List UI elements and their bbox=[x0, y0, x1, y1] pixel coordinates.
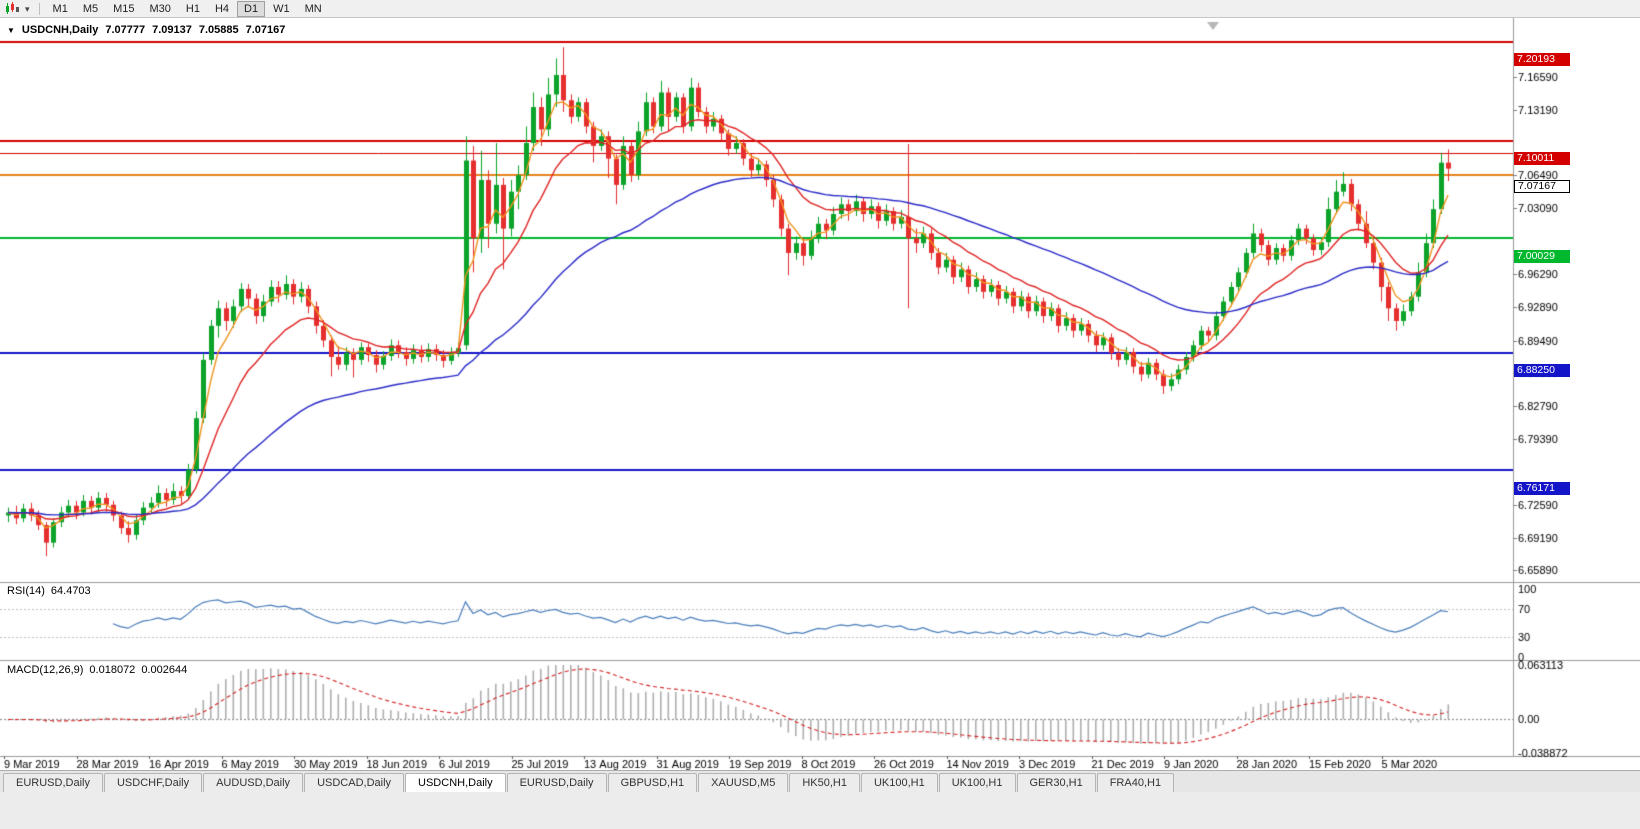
price-tag[interactable]: 6.76171 bbox=[1514, 481, 1570, 495]
high-value: 7.09137 bbox=[152, 24, 192, 36]
timeframe-button[interactable]: H4 bbox=[208, 1, 236, 17]
chart-tab[interactable]: USDCNH,Daily bbox=[405, 773, 506, 792]
price-chart-canvas[interactable] bbox=[0, 18, 1640, 770]
chart-tab[interactable]: UK100,H1 bbox=[860, 773, 938, 792]
timeframe-button[interactable]: M15 bbox=[106, 1, 141, 17]
ohlc-marker-icon: ▼ bbox=[7, 25, 15, 35]
chart-tab[interactable]: AUDUSD,Daily bbox=[203, 773, 304, 792]
macd-label: MACD(12,26,9) bbox=[7, 664, 84, 676]
chart-tab[interactable]: XAUUSD,M5 bbox=[698, 773, 789, 792]
price-tag[interactable]: 6.88250 bbox=[1514, 364, 1570, 378]
chart-tab[interactable]: GER30,H1 bbox=[1016, 773, 1096, 792]
chart-tab[interactable]: GBPUSD,H1 bbox=[607, 773, 698, 792]
rsi-readout: RSI(14) 64.4703 bbox=[7, 585, 91, 597]
timeframe-button[interactable]: M1 bbox=[46, 1, 75, 17]
toolbar: ▾ M1 M5 M15 M30 H1 H4 D1 W1 MN bbox=[0, 0, 1640, 18]
chart-tab-bar: EURUSD,Daily USDCHF,Daily AUDUSD,Daily USDC… bbox=[0, 770, 1640, 792]
chart-area: ▼ USDCNH,Daily 7.07777 7.09137 7.05885 7… bbox=[0, 18, 1640, 770]
price-tag[interactable]: 7.10011 bbox=[1514, 152, 1570, 166]
timeframe-button[interactable]: M30 bbox=[143, 1, 178, 17]
toolbar-separator bbox=[38, 2, 40, 15]
symbol-label: USDCNH,Daily bbox=[21, 24, 99, 36]
low-value: 7.05885 bbox=[198, 24, 239, 36]
timeframe-button[interactable]: D1 bbox=[237, 0, 266, 17]
timeframe-button[interactable]: MN bbox=[298, 1, 329, 17]
macd-main-value: 0.018072 bbox=[89, 664, 136, 676]
chart-tab[interactable]: EURUSD,Daily bbox=[506, 773, 607, 792]
chart-type-dropdown-icon[interactable]: ▾ bbox=[25, 3, 30, 14]
chart-tab[interactable]: UK100,H1 bbox=[938, 773, 1016, 792]
open-value: 7.07777 bbox=[105, 24, 146, 36]
timeframe-group: M1 M5 M15 M30 H1 H4 D1 W1 MN bbox=[46, 0, 329, 17]
chart-tab[interactable]: EURUSD,Daily bbox=[3, 773, 103, 792]
chart-tab[interactable]: HK50,H1 bbox=[789, 773, 860, 792]
timeframe-button[interactable]: W1 bbox=[266, 1, 297, 17]
chart-type-icon[interactable] bbox=[4, 2, 20, 16]
chart-tab[interactable]: FRA40,H1 bbox=[1096, 773, 1175, 792]
macd-readout: MACD(12,26,9) 0.018072 0.002644 bbox=[7, 664, 187, 676]
chart-ohlc-readout: ▼ USDCNH,Daily 7.07777 7.09137 7.05885 7… bbox=[7, 24, 285, 36]
chart-tab[interactable]: USDCHF,Daily bbox=[103, 773, 203, 792]
rsi-value: 64.4703 bbox=[50, 585, 91, 597]
timeframe-button[interactable]: M5 bbox=[76, 1, 105, 17]
chart-tab[interactable]: USDCAD,Daily bbox=[304, 773, 405, 792]
status-strip bbox=[0, 792, 1640, 829]
close-value: 7.07167 bbox=[245, 24, 286, 36]
macd-signal-value: 0.002644 bbox=[141, 664, 188, 676]
price-tag[interactable]: 7.07167 bbox=[1514, 180, 1570, 194]
rsi-label: RSI(14) bbox=[7, 585, 45, 597]
timeframe-button[interactable]: H1 bbox=[179, 1, 207, 17]
price-tag[interactable]: 7.20193 bbox=[1514, 53, 1570, 67]
price-tag[interactable]: 7.00029 bbox=[1514, 249, 1570, 263]
